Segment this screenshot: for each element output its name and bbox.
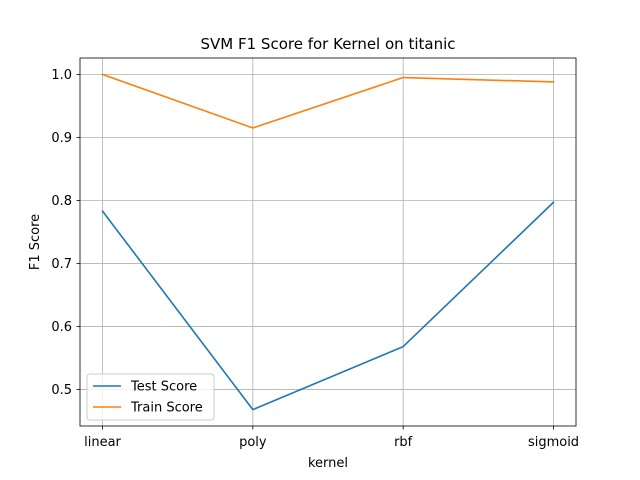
legend-label: Train Score bbox=[130, 401, 203, 416]
grid bbox=[80, 58, 576, 426]
series-lines bbox=[101, 73, 555, 411]
y-tick-label: 1.0 bbox=[51, 68, 72, 83]
y-tick-label: 0.7 bbox=[51, 257, 72, 272]
axis-ticks: linear poly rbf sigmoid 0.5 0.6 0.7 0.8 0.9 1.0 bbox=[51, 68, 579, 450]
y-tick-label: 0.6 bbox=[51, 320, 72, 335]
legend-label: Test Score bbox=[130, 380, 197, 395]
x-tick-label: sigmoid bbox=[528, 435, 579, 450]
chart-title: SVM F1 Score for Kernel on titanic bbox=[201, 35, 456, 53]
x-tick-label: rbf bbox=[394, 435, 413, 450]
y-axis-label: F1 Score bbox=[28, 214, 43, 270]
x-tick-label: poly bbox=[239, 435, 267, 450]
y-tick-label: 0.5 bbox=[51, 383, 72, 398]
x-tick-label: linear bbox=[84, 435, 121, 450]
series-line-test-score bbox=[101, 201, 555, 411]
plot-frame bbox=[79, 57, 577, 427]
x-axis-label: kernel bbox=[308, 456, 348, 471]
y-tick-label: 0.9 bbox=[51, 131, 72, 146]
series-line-train-score bbox=[101, 73, 555, 129]
y-tick-label: 0.8 bbox=[51, 194, 72, 209]
legend: Test Score Train Score bbox=[86, 373, 215, 421]
